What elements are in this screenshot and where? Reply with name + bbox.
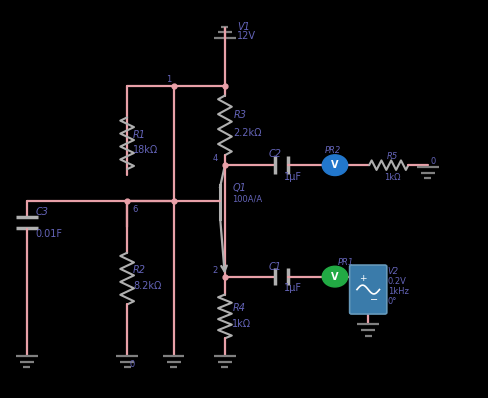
Text: V: V xyxy=(330,160,338,170)
Text: C3: C3 xyxy=(36,207,49,217)
Text: 2: 2 xyxy=(212,266,218,275)
Text: V1: V1 xyxy=(237,21,249,32)
Text: 0: 0 xyxy=(429,158,435,166)
Text: 1: 1 xyxy=(166,75,171,84)
Text: 4: 4 xyxy=(212,154,218,163)
Text: V2: V2 xyxy=(387,267,398,276)
Circle shape xyxy=(322,155,347,176)
Circle shape xyxy=(322,266,347,287)
Text: PR1: PR1 xyxy=(337,258,353,267)
Text: R1: R1 xyxy=(133,129,146,140)
Text: PR2: PR2 xyxy=(325,146,341,154)
Text: 1μF: 1μF xyxy=(283,172,301,182)
Text: 0.2V: 0.2V xyxy=(387,277,406,286)
Text: 0: 0 xyxy=(129,361,135,369)
Text: 0.01F: 0.01F xyxy=(36,229,62,239)
FancyBboxPatch shape xyxy=(349,265,386,314)
Text: 2.2kΩ: 2.2kΩ xyxy=(233,127,262,138)
Text: 1kΩ: 1kΩ xyxy=(232,318,251,329)
Text: 1kHz: 1kHz xyxy=(387,287,408,296)
Text: 1kΩ: 1kΩ xyxy=(383,173,400,181)
Text: 100A/A: 100A/A xyxy=(232,195,262,203)
Text: 1μF: 1μF xyxy=(283,283,301,293)
Text: R2: R2 xyxy=(133,265,146,275)
Text: 6: 6 xyxy=(132,205,137,214)
Text: +: + xyxy=(358,274,366,283)
Text: 0°: 0° xyxy=(387,297,396,306)
Text: C2: C2 xyxy=(268,149,282,159)
Text: R4: R4 xyxy=(232,303,245,314)
Text: C1: C1 xyxy=(268,261,282,272)
Text: 12V: 12V xyxy=(237,31,256,41)
Text: V: V xyxy=(330,271,338,282)
Text: 8.2kΩ: 8.2kΩ xyxy=(133,281,161,291)
Text: Q1: Q1 xyxy=(232,183,245,193)
Text: R3: R3 xyxy=(233,110,246,121)
Text: −: − xyxy=(369,295,377,305)
Text: R5: R5 xyxy=(386,152,397,161)
Text: 18kΩ: 18kΩ xyxy=(133,144,158,155)
